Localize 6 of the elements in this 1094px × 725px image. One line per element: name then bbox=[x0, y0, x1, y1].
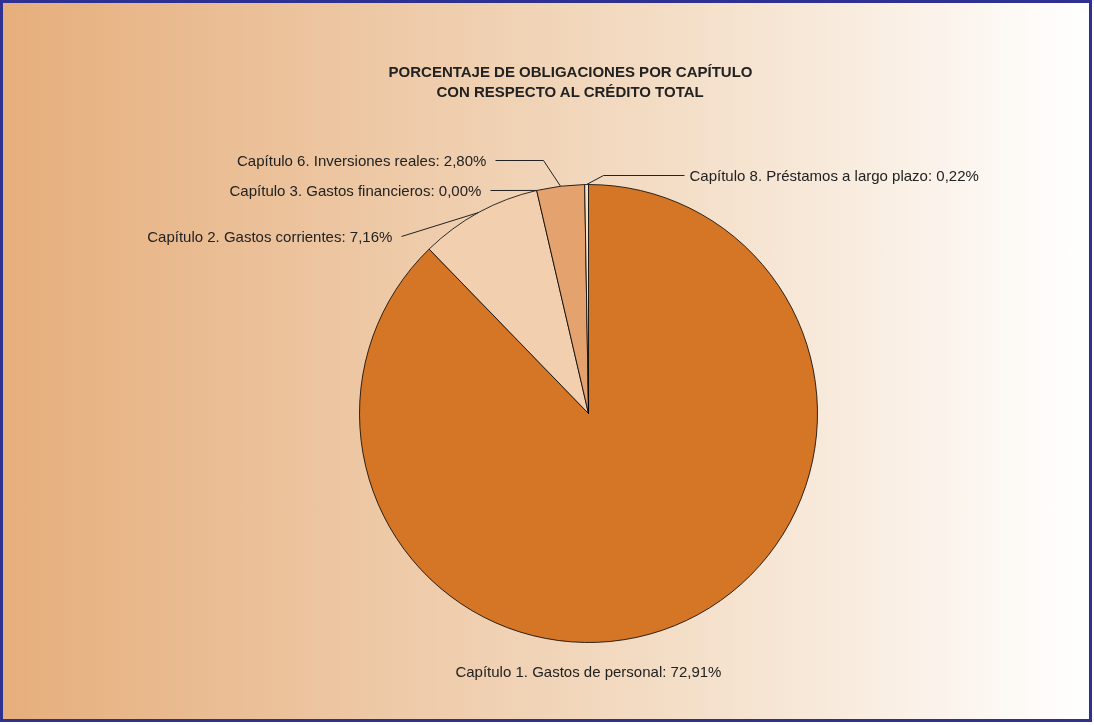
slice-label: Capítulo 6. Inversiones reales: 2,80% bbox=[237, 152, 487, 169]
slice-label: Capítulo 8. Préstamos a largo plazo: 0,22% bbox=[689, 167, 979, 184]
slice-label: Capítulo 2. Gastos corrientes: 7,16% bbox=[147, 228, 393, 245]
slice-label: Capítulo 1. Gastos de personal: 72,91% bbox=[455, 663, 722, 680]
legend-label: Capítulo 3. Gastos financieros: 0,00% bbox=[229, 182, 482, 199]
chart-title: PORCENTAJE DE OBLIGACIONES POR CAPÍTULO CON RESPECTO AL CRÉDITO TOTAL bbox=[388, 62, 753, 101]
